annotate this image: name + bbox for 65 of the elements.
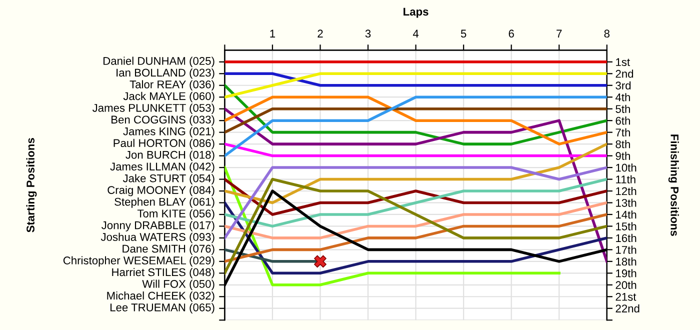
text: Dane SMITH (076)	[122, 244, 214, 255]
text: James KING (021)	[123, 127, 214, 138]
y2-tick-label: 20th	[616, 280, 636, 290]
text: Ben COGGINS (033)	[112, 115, 214, 126]
line-series	[224, 178, 607, 228]
line-series	[224, 84, 607, 146]
x-tick-label: 6	[508, 30, 514, 38]
y2-tick-label: 4th	[615, 93, 630, 102]
x-tick-label: 1	[270, 30, 276, 38]
text: Paul HORTON (086)	[114, 138, 214, 150]
y2-tick-label: 9th	[616, 152, 630, 160]
line-series	[224, 178, 607, 216]
text: Will FOX (050)	[142, 280, 214, 290]
text: James PLUNKETT (053)	[92, 104, 214, 114]
y2-tick-label: 5th	[616, 104, 630, 113]
text: Jonny DRABBLE (017)	[102, 221, 214, 232]
text: Talor REAY (036)	[130, 80, 214, 91]
x-tick-label: 8	[604, 30, 610, 38]
line-series	[224, 96, 607, 146]
y2-tick-label: 17th	[616, 246, 636, 254]
y2-tick-label: 11th	[616, 175, 636, 184]
x-tick-label: 3	[365, 30, 371, 38]
line-series	[224, 201, 607, 275]
y2-tick-label: 22nd	[616, 304, 640, 312]
y2-tick-label: 2nd	[616, 70, 634, 78]
text: Michael CHEEK (032)	[107, 291, 214, 302]
y2-tick-label: 8th	[616, 140, 630, 148]
y2-tick-label: 18th	[616, 257, 636, 266]
x-axis-title: Laps	[404, 8, 428, 18]
text: Jack MAYLE (060)	[123, 92, 214, 102]
text: Ian BOLLAND (023)	[116, 68, 214, 79]
x-tick-label: 5	[460, 30, 466, 38]
text: Craig MOONEY (084)	[108, 186, 214, 196]
text: Starting Positions	[26, 138, 37, 232]
text: Harriet STILES (048)	[112, 268, 214, 278]
text: Jake STURT (054)	[122, 174, 214, 184]
y2-tick-label: 12th	[616, 186, 636, 196]
line-series	[224, 201, 607, 240]
text: Christopher WESEMAEL (029)	[63, 256, 214, 267]
line-series	[224, 142, 607, 204]
y2-axis-title: Finishing Positions	[668, 134, 679, 236]
text: Daniel DUNHAM (025)	[104, 56, 214, 68]
x-tick-label: 2	[318, 30, 323, 38]
y2-tick-label: 14th	[616, 210, 636, 219]
line-series	[224, 178, 607, 275]
y2-tick-label: 7th	[616, 128, 630, 136]
y2-tick-label: 3rd	[616, 81, 631, 90]
text: Tom KITE (056)	[137, 209, 214, 220]
y2-tick-label: 6th	[616, 116, 630, 125]
y2-tick-label: 1st	[616, 58, 630, 66]
text: Lee TRUEMAN (065)	[110, 303, 214, 314]
y2-tick-label: 19th	[616, 269, 636, 278]
line-series	[224, 213, 607, 263]
line-series	[224, 107, 607, 263]
y2-tick-label: 10th	[616, 164, 636, 172]
text: Stephen BLAY (061)	[114, 198, 214, 208]
y2-tick-label: 21st	[616, 292, 636, 301]
text: Jon BURCH (018)	[126, 150, 214, 161]
text: Joshua WATERS (093)	[100, 232, 214, 244]
y2-tick-label: 16th	[616, 234, 636, 242]
y2-tick-label: 15th	[616, 222, 636, 230]
text: James ILLMAN (042)	[110, 162, 214, 173]
y2-tick-label: 13th	[616, 198, 636, 207]
x-tick-label: 7	[556, 30, 562, 38]
x-tick-label: 4	[412, 30, 419, 38]
